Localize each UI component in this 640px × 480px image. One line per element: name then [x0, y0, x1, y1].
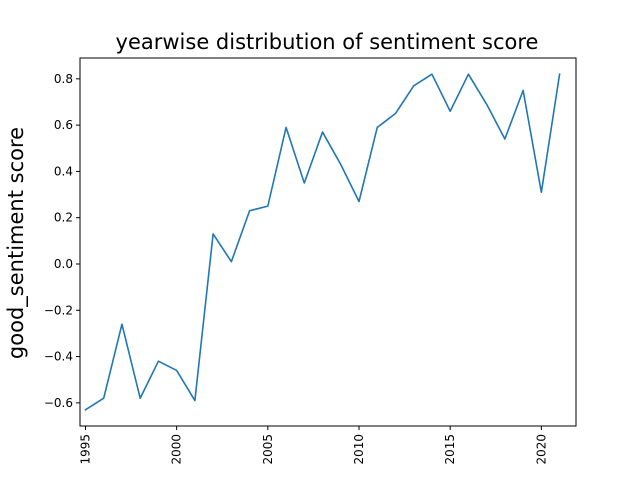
data-point-2003	[229, 260, 233, 264]
data-point-1999	[156, 359, 160, 363]
data-point-1996	[102, 396, 106, 400]
x-tick-label-2015: 2015	[443, 434, 457, 465]
series-line-0	[84, 73, 561, 411]
y-tick-label-2: −0.2	[44, 303, 73, 317]
x-tick-label-1995: 1995	[78, 434, 92, 465]
y-tick-label-4: 0.2	[54, 211, 73, 225]
chart-title: yearwise distribution of sentiment score	[116, 30, 539, 54]
y-axis: −0.6 −0.4 −0.2 0.0 0.2 0.4 0.6 0.8	[44, 72, 80, 410]
data-point-2002	[211, 232, 215, 236]
y-tick-label-7: 0.8	[54, 72, 73, 86]
data-point-2001	[193, 399, 197, 403]
y-tick-label-0: −0.6	[44, 396, 73, 410]
data-point-1998	[138, 396, 142, 400]
data-point-2005	[266, 204, 270, 208]
x-tick-label-2020: 2020	[534, 434, 548, 465]
data-point-2017	[485, 102, 489, 106]
data-point-1997	[120, 322, 124, 326]
x-tick-label-2005: 2005	[261, 434, 275, 465]
x-tick-label-2000: 2000	[170, 434, 184, 465]
data-point-2012	[393, 112, 397, 116]
data-point-2021	[558, 72, 562, 76]
y-axis-label: good_sentiment score	[4, 127, 29, 359]
data-point-2004	[248, 209, 252, 213]
data-point-2013	[412, 84, 416, 88]
data-point-2011	[375, 125, 379, 129]
data-point-2007	[302, 181, 306, 185]
data-point-2014	[430, 72, 434, 76]
data-point-2000	[175, 368, 179, 372]
axes-frame	[79, 57, 577, 427]
data-point-2019	[521, 88, 525, 92]
data-point-2009	[339, 162, 343, 166]
x-axis: 1995 2000 2005 2010 2015 2020	[78, 426, 548, 465]
data-point-1995	[83, 408, 87, 412]
data-point-2010	[357, 200, 361, 204]
x-tick-label-2010: 2010	[352, 434, 366, 465]
data-point-2018	[503, 137, 507, 141]
data-point-2020	[539, 190, 543, 194]
data-point-2015	[448, 109, 452, 113]
data-point-2016	[466, 72, 470, 76]
data-point-2008	[321, 130, 325, 134]
data-point-2006	[284, 125, 288, 129]
y-tick-label-1: −0.4	[44, 350, 73, 364]
y-tick-label-6: 0.6	[54, 118, 73, 132]
y-tick-label-3: 0.0	[54, 257, 73, 271]
y-tick-label-5: 0.4	[54, 164, 73, 178]
plot-area	[83, 72, 562, 412]
